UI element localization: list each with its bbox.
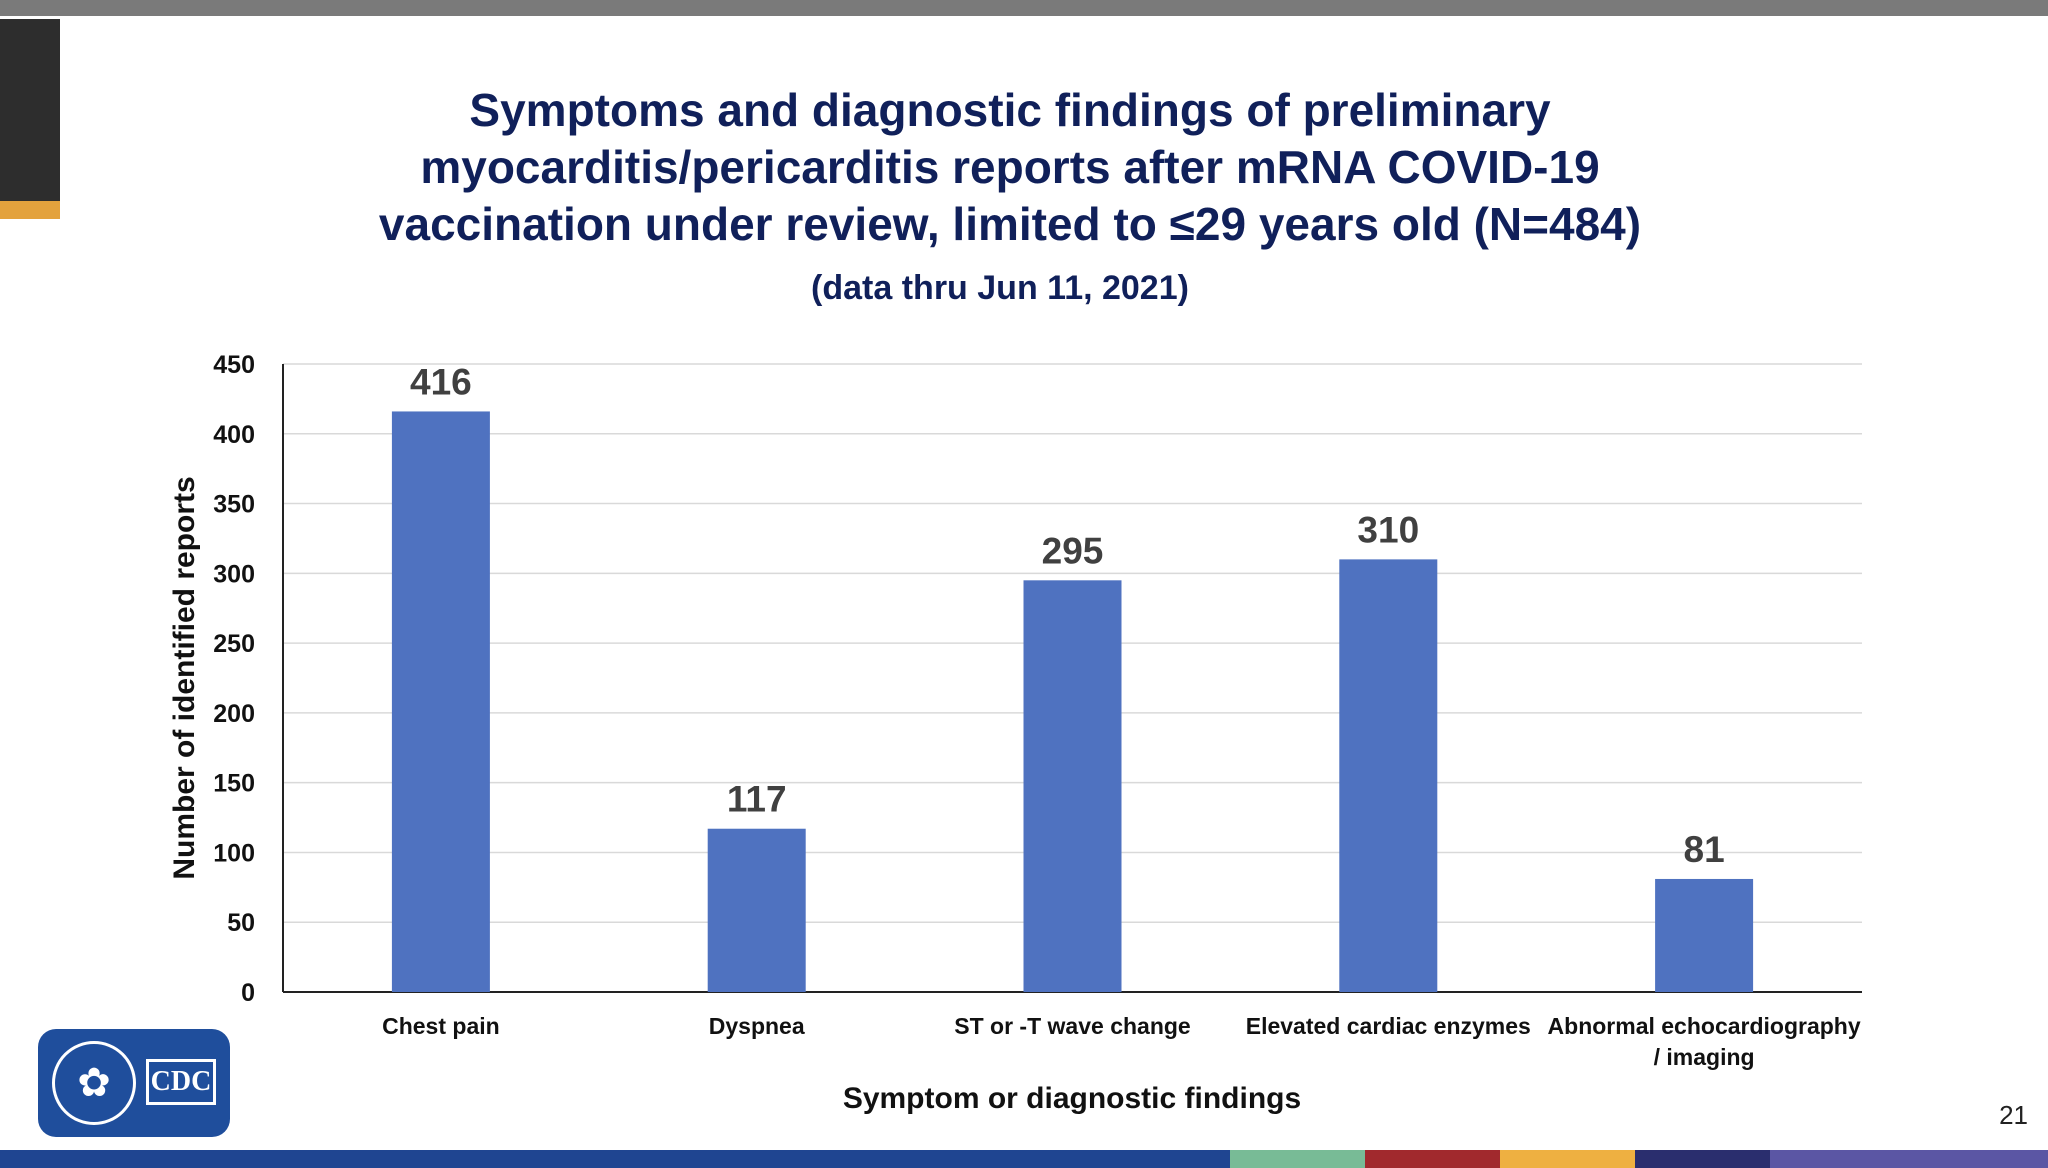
bottom-bar-segment bbox=[1770, 1150, 2048, 1168]
y-tick-label: 0 bbox=[241, 979, 255, 1007]
y-tick-label: 300 bbox=[213, 560, 255, 588]
x-category-label: Elevated cardiac enzymes bbox=[1246, 1013, 1531, 1039]
bar-data-label: 310 bbox=[1357, 509, 1419, 550]
chart-title: Symptoms and diagnostic findings of prel… bbox=[378, 84, 1642, 250]
x-category-label: Abnormal echocardiography bbox=[1548, 1013, 1861, 1039]
y-tick-label: 450 bbox=[213, 351, 255, 379]
y-axis-title: Number of identified reports bbox=[168, 476, 201, 879]
bottom-bar-segment bbox=[0, 1150, 1230, 1168]
y-tick-label: 100 bbox=[213, 839, 255, 867]
cdc-logo-text: CDC bbox=[146, 1059, 216, 1105]
bottom-bar-segment bbox=[1500, 1150, 1635, 1168]
bar-data-label: 117 bbox=[727, 779, 787, 820]
bottom-color-bar bbox=[0, 1150, 2048, 1168]
y-tick-label: 250 bbox=[213, 630, 255, 658]
bar-data-label: 81 bbox=[1684, 829, 1725, 870]
x-category-label: Dyspnea bbox=[709, 1013, 805, 1039]
top-bar bbox=[0, 0, 2048, 16]
bar bbox=[1023, 580, 1122, 992]
x-category-label: Chest pain bbox=[382, 1013, 500, 1039]
bar-data-label: 295 bbox=[1042, 530, 1104, 571]
bar-data-label: 416 bbox=[410, 361, 472, 402]
cdc-logo: ✿ CDC bbox=[38, 1029, 230, 1137]
bar bbox=[1655, 878, 1754, 992]
left-decor-block bbox=[0, 19, 60, 201]
bar bbox=[707, 828, 806, 992]
y-tick-label: 200 bbox=[213, 700, 255, 728]
x-axis-title: Symptom or diagnostic findings bbox=[843, 1082, 1301, 1115]
hhs-eagle-icon: ✿ bbox=[52, 1041, 136, 1125]
left-accent-stripe bbox=[0, 201, 60, 219]
y-tick-label: 50 bbox=[227, 909, 255, 937]
bar bbox=[1339, 559, 1438, 992]
page-number: 21 bbox=[1999, 1100, 2028, 1130]
bottom-bar-segment bbox=[1230, 1150, 1365, 1168]
bar bbox=[391, 411, 490, 993]
y-tick-label: 400 bbox=[213, 421, 255, 449]
bottom-bar-segment bbox=[1365, 1150, 1500, 1168]
bottom-bar-segment bbox=[1635, 1150, 1770, 1168]
y-tick-label: 350 bbox=[213, 491, 255, 519]
x-category-label: ST or -T wave change bbox=[954, 1013, 1190, 1039]
x-category-label: / imaging bbox=[1654, 1044, 1755, 1070]
chart-subtitle: (data thru Jun 11, 2021) bbox=[811, 269, 1189, 307]
y-tick-label: 150 bbox=[213, 770, 255, 798]
